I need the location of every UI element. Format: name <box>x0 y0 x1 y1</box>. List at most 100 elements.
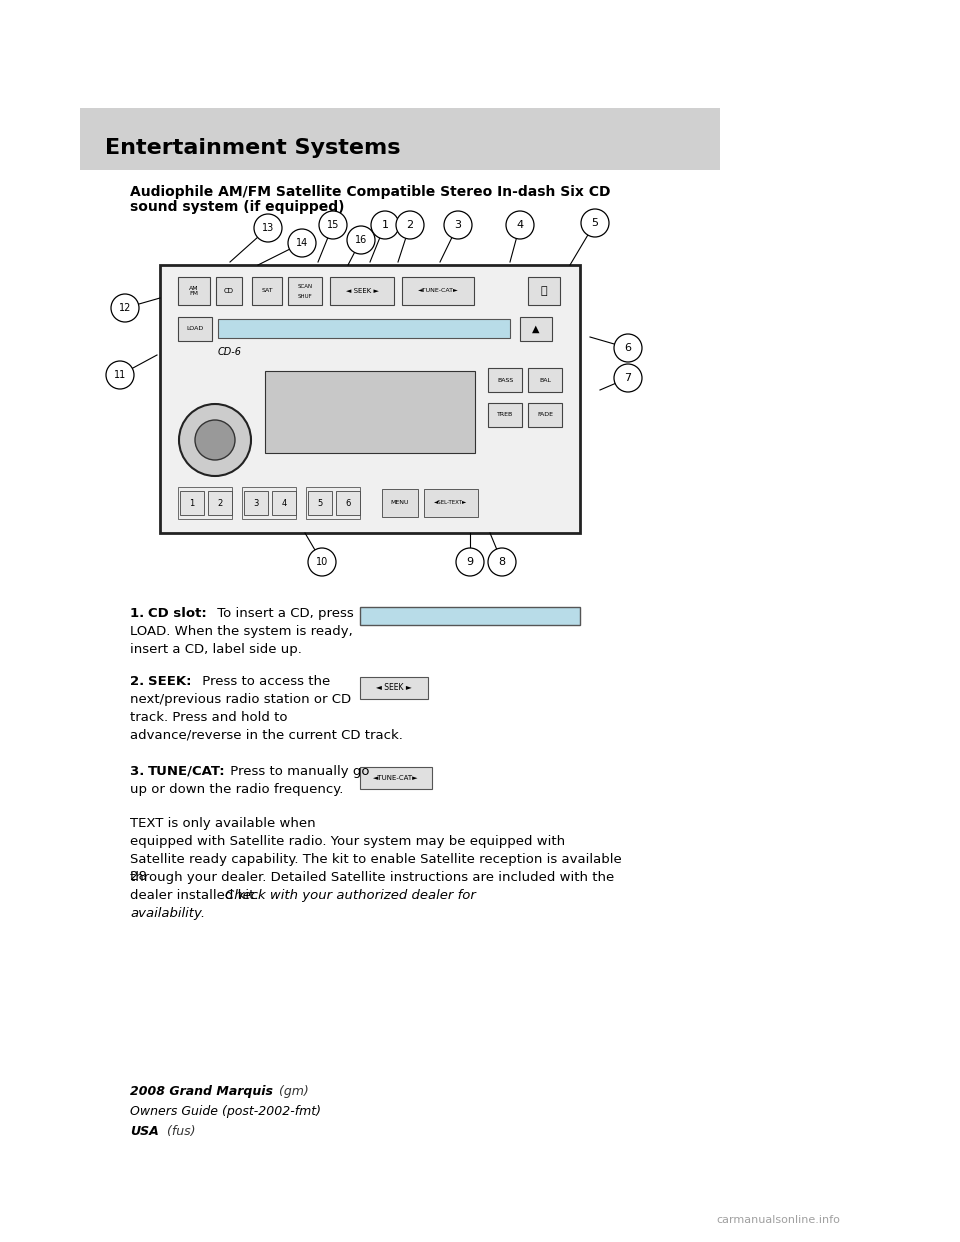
Circle shape <box>371 211 399 238</box>
Text: 13: 13 <box>262 224 275 233</box>
FancyBboxPatch shape <box>180 491 204 515</box>
Text: TEXT is only available when: TEXT is only available when <box>130 817 316 830</box>
Text: Entertainment Systems: Entertainment Systems <box>105 138 400 158</box>
Text: 7: 7 <box>624 373 632 383</box>
Text: TREB: TREB <box>497 412 514 417</box>
Text: 3.: 3. <box>130 765 149 777</box>
Text: up or down the radio frequency.: up or down the radio frequency. <box>130 782 344 796</box>
FancyBboxPatch shape <box>242 487 296 519</box>
Circle shape <box>288 229 316 257</box>
Text: 2008 Grand Marquis: 2008 Grand Marquis <box>130 1086 273 1098</box>
FancyBboxPatch shape <box>308 491 332 515</box>
Text: 5: 5 <box>591 219 598 229</box>
FancyBboxPatch shape <box>360 768 432 789</box>
Text: CD-6: CD-6 <box>218 347 242 356</box>
Text: 5: 5 <box>318 498 323 508</box>
Text: Audiophile AM/FM Satellite Compatible Stereo In-dash Six CD: Audiophile AM/FM Satellite Compatible St… <box>130 185 611 199</box>
Text: 2: 2 <box>217 498 223 508</box>
Circle shape <box>456 548 484 576</box>
Text: next/previous radio station or CD: next/previous radio station or CD <box>130 693 351 705</box>
Text: 1: 1 <box>381 220 389 230</box>
Text: AM
FM: AM FM <box>189 286 199 296</box>
Text: SCAN: SCAN <box>298 284 313 289</box>
Text: LOAD: LOAD <box>186 327 204 332</box>
Text: To insert a CD, press: To insert a CD, press <box>213 607 353 620</box>
FancyBboxPatch shape <box>218 319 510 338</box>
FancyBboxPatch shape <box>520 317 552 342</box>
Text: TUNE/CAT:: TUNE/CAT: <box>148 765 226 777</box>
FancyBboxPatch shape <box>272 491 296 515</box>
FancyBboxPatch shape <box>244 491 268 515</box>
Circle shape <box>195 420 235 460</box>
FancyBboxPatch shape <box>528 277 560 306</box>
Circle shape <box>308 548 336 576</box>
Text: USA: USA <box>130 1125 158 1138</box>
Text: 3: 3 <box>253 498 258 508</box>
Text: 3: 3 <box>454 220 462 230</box>
Text: 15: 15 <box>326 220 339 230</box>
Text: 6: 6 <box>346 498 350 508</box>
Circle shape <box>614 334 642 361</box>
Circle shape <box>106 361 134 389</box>
Text: ⏸: ⏸ <box>540 286 547 296</box>
FancyBboxPatch shape <box>488 368 522 392</box>
Text: 1: 1 <box>189 498 195 508</box>
Text: SAT: SAT <box>261 288 273 293</box>
Text: 2.: 2. <box>130 674 149 688</box>
Text: through your dealer. Detailed Satellite instructions are included with the: through your dealer. Detailed Satellite … <box>130 871 614 884</box>
Text: ▲: ▲ <box>532 324 540 334</box>
FancyBboxPatch shape <box>265 371 475 453</box>
FancyBboxPatch shape <box>80 108 720 170</box>
Text: ◄ SEEK ►: ◄ SEEK ► <box>346 288 378 294</box>
Circle shape <box>396 211 424 238</box>
Circle shape <box>506 211 534 238</box>
Text: 11: 11 <box>114 370 126 380</box>
Text: 8: 8 <box>498 556 506 568</box>
Text: 6: 6 <box>625 343 632 353</box>
FancyBboxPatch shape <box>178 487 232 519</box>
Text: 10: 10 <box>316 556 328 568</box>
FancyBboxPatch shape <box>424 489 478 517</box>
Text: 12: 12 <box>119 303 132 313</box>
Text: 16: 16 <box>355 235 367 245</box>
Text: (gm): (gm) <box>275 1086 309 1098</box>
Text: LOAD. When the system is ready,: LOAD. When the system is ready, <box>130 625 352 638</box>
Text: Satellite ready capability. The kit to enable Satellite reception is available: Satellite ready capability. The kit to e… <box>130 853 622 866</box>
Text: 2: 2 <box>406 220 414 230</box>
Text: 9: 9 <box>467 556 473 568</box>
Text: CD slot:: CD slot: <box>148 607 206 620</box>
Text: ◄TUNE-CAT►: ◄TUNE-CAT► <box>373 775 419 781</box>
Circle shape <box>444 211 472 238</box>
Text: SHUF: SHUF <box>298 294 312 299</box>
Text: equipped with Satellite radio. Your system may be equipped with: equipped with Satellite radio. Your syst… <box>130 835 565 848</box>
Text: 4: 4 <box>281 498 287 508</box>
FancyBboxPatch shape <box>488 402 522 427</box>
FancyBboxPatch shape <box>306 487 360 519</box>
Text: carmanualsonline.info: carmanualsonline.info <box>716 1215 840 1225</box>
FancyBboxPatch shape <box>216 277 242 306</box>
FancyBboxPatch shape <box>360 607 580 625</box>
Circle shape <box>179 404 251 476</box>
Text: SEEK:: SEEK: <box>148 674 191 688</box>
Text: 14: 14 <box>296 238 308 248</box>
Text: CD: CD <box>224 288 234 294</box>
Text: advance/reverse in the current CD track.: advance/reverse in the current CD track. <box>130 729 403 741</box>
FancyBboxPatch shape <box>330 277 394 306</box>
Text: (fus): (fus) <box>163 1125 196 1138</box>
FancyBboxPatch shape <box>252 277 282 306</box>
Text: 4: 4 <box>516 220 523 230</box>
FancyBboxPatch shape <box>402 277 474 306</box>
Text: track. Press and hold to: track. Press and hold to <box>130 710 287 724</box>
Text: Check with your authorized dealer for: Check with your authorized dealer for <box>225 889 476 902</box>
Circle shape <box>488 548 516 576</box>
Text: Press to access the: Press to access the <box>198 674 330 688</box>
Text: Owners Guide (post-2002-fmt): Owners Guide (post-2002-fmt) <box>130 1105 321 1118</box>
Text: insert a CD, label side up.: insert a CD, label side up. <box>130 643 301 656</box>
FancyBboxPatch shape <box>178 277 210 306</box>
Text: sound system (if equipped): sound system (if equipped) <box>130 200 345 214</box>
FancyBboxPatch shape <box>360 677 428 699</box>
Text: availability.: availability. <box>130 907 205 920</box>
FancyBboxPatch shape <box>160 265 580 533</box>
Circle shape <box>614 364 642 392</box>
FancyBboxPatch shape <box>336 491 360 515</box>
